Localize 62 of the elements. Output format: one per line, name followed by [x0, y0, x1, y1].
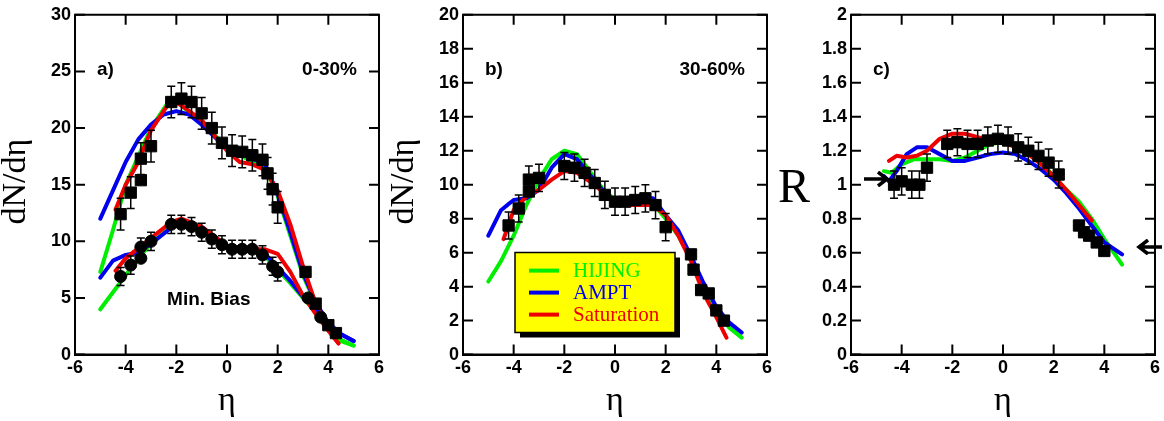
- y-tick-label: 2: [836, 3, 847, 24]
- x-tick-label: 0: [609, 357, 621, 378]
- x-tick-label: -4: [893, 357, 910, 378]
- y-tick-label: 0.4: [821, 275, 847, 296]
- y-tick-label: 6: [448, 241, 459, 262]
- x-tick-label: -4: [117, 357, 134, 378]
- x-axis-title: η: [994, 379, 1012, 417]
- x-tick-label: 6: [1149, 357, 1161, 378]
- x-tick-label: -4: [505, 357, 522, 378]
- x-tick-label: 4: [711, 357, 722, 378]
- y-tick-label: 0.8: [821, 207, 847, 228]
- annotation: c): [873, 58, 890, 80]
- y-tick-label: 4: [448, 275, 459, 296]
- y-tick-label: 2: [448, 309, 459, 330]
- y-tick-label: 0.2: [821, 309, 847, 330]
- x-tick-label: 4: [1099, 357, 1110, 378]
- legend-label: AMPT: [573, 280, 632, 305]
- annotation: a): [97, 58, 114, 80]
- annotation: 30-60%: [679, 58, 746, 80]
- y-tick-label: 10: [50, 230, 71, 251]
- y-tick-label: 15: [50, 173, 71, 194]
- x-tick-label: 2: [272, 357, 283, 378]
- y-tick-label: 1.2: [821, 139, 847, 160]
- legend-label: Saturation: [573, 302, 660, 327]
- x-tick-label: -2: [168, 357, 185, 378]
- y-axis-title: dN/dη: [0, 138, 32, 225]
- y-tick-label: 12: [438, 139, 459, 160]
- x-tick-label: 4: [323, 357, 334, 378]
- x-tick-label: 6: [373, 357, 385, 378]
- y-tick-label: 18: [438, 37, 459, 58]
- y-tick-label: 30: [50, 3, 71, 24]
- y-tick-label: 1.4: [821, 105, 847, 126]
- x-tick-label: 2: [660, 357, 671, 378]
- x-tick-label: -2: [556, 357, 573, 378]
- y-tick-label: 14: [438, 105, 459, 126]
- y-tick-label: 0.6: [821, 241, 847, 262]
- y-axis-title: dN/dη: [382, 138, 420, 225]
- y-tick-label: 16: [438, 71, 459, 92]
- y-tick-label: 20: [50, 117, 71, 138]
- legend-label: HIJING: [573, 258, 641, 283]
- annotation: 0-30%: [302, 58, 358, 80]
- x-tick-label: 2: [1048, 357, 1059, 378]
- y-tick-label: 10: [438, 173, 459, 194]
- y-tick-label: 25: [50, 60, 71, 81]
- y-tick-label: 1.8: [821, 37, 847, 58]
- y-tick-label: 5: [60, 286, 71, 307]
- x-tick-label: 0: [997, 357, 1009, 378]
- y-tick-label: 1: [836, 173, 847, 194]
- y-tick-label: 8: [448, 207, 459, 228]
- y-tick-label: 0: [448, 343, 459, 364]
- y-tick-label: 0: [836, 343, 847, 364]
- y-tick-label: 20: [438, 3, 459, 24]
- annotation: b): [485, 58, 503, 80]
- x-axis-title: η: [218, 379, 236, 417]
- x-tick-label: 6: [761, 357, 773, 378]
- x-tick-label: 0: [221, 357, 233, 378]
- y-axis-title: R: [778, 159, 811, 213]
- annotation: Min. Bias: [167, 288, 251, 310]
- y-tick-label: 1.6: [821, 71, 847, 92]
- y-tick-label: 0: [60, 343, 71, 364]
- x-axis-title: η: [606, 379, 624, 417]
- x-tick-label: -2: [944, 357, 961, 378]
